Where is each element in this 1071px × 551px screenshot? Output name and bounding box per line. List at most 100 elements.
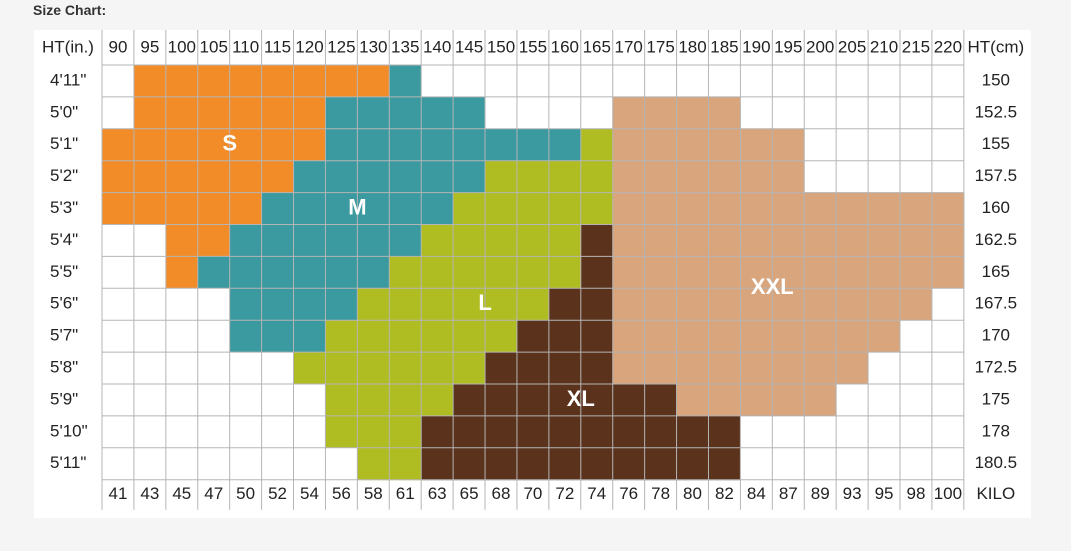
cell-empty [900,96,933,130]
cell-xxl [708,320,741,353]
cell-l [485,224,518,257]
kilo-tick-label: 58 [364,484,383,503]
cell-xxl [612,320,646,353]
height-cm-label: 178 [982,421,1010,440]
cell-empty [931,384,965,417]
cell-xxl [708,352,741,385]
cell-l [421,352,454,385]
cell-m [389,96,422,130]
cell-s [293,65,326,98]
cell-empty [548,65,582,98]
cell-l [548,192,582,225]
cell-m [389,65,422,98]
cell-s [197,192,231,225]
size-chart: HT(in.) HT(cm) KILO 90 95 100 105 110 115 120 125 1… [34,30,1031,518]
cell-xxl [804,224,837,257]
cell-m [261,288,295,321]
cell-empty [133,256,167,289]
cell-empty [868,384,901,417]
cell-empty [485,96,518,130]
cell-empty [772,65,805,98]
cell-xxl [676,352,709,385]
cell-empty [325,447,358,481]
cell-l [389,256,422,289]
cell-xxl [708,128,741,162]
height-cm-label: 180.5 [975,453,1018,472]
cell-xxl [740,288,773,321]
kilo-tick-label: 43 [140,484,159,503]
cell-m [325,192,358,225]
kilo-tick-label: 61 [396,484,415,503]
kilo-tick-label: 76 [619,484,638,503]
lbs-tick-label: 110 [232,37,259,56]
cell-m [261,256,295,289]
height-cm-label: 152.5 [975,102,1018,121]
cell-xxl [868,224,901,257]
cell-empty [644,65,678,98]
cell-xxl [644,224,678,257]
cell-empty [931,128,965,162]
cell-xxl [612,288,646,321]
cell-empty [165,352,199,385]
cell-xl [548,384,582,417]
cell-s [165,160,199,194]
cell-m [421,192,454,225]
cell-empty [931,320,965,353]
lbs-tick-label: 100 [168,37,196,56]
cell-xxl [612,160,646,194]
cell-xxl [931,192,965,225]
cell-empty [772,96,805,130]
zone-label-l: L [478,290,491,315]
lbs-tick-label: 130 [359,37,387,56]
zone-label-m: M [348,194,366,219]
height-in-label: 5'8" [50,358,78,377]
cell-empty [197,288,231,321]
lbs-tick-label: 190 [742,37,770,56]
kilo-tick-label: 54 [300,484,319,503]
cell-s [133,192,167,225]
cell-l [357,288,390,321]
cell-m [293,320,326,353]
cell-xl [485,384,518,417]
cell-m [421,96,454,130]
cell-xxl [612,96,646,130]
cell-s [229,96,263,130]
kilo-tick-label: 78 [651,484,670,503]
cell-s [102,160,135,194]
cell-xxl [804,256,837,289]
cell-xl [612,384,646,417]
cell-l [580,128,614,162]
cell-empty [868,65,901,98]
cell-empty [931,447,965,481]
cell-xxl [740,320,773,353]
cell-l [485,288,518,321]
cell-l [389,415,422,449]
cell-xxl [708,224,741,257]
cell-empty [931,352,965,385]
cell-s [261,160,295,194]
cell-xxl [772,320,805,353]
cell-empty [836,415,869,449]
cell-empty [900,352,933,385]
cell-xxl [740,192,773,225]
cell-xxl [612,352,646,385]
cell-xxl [708,256,741,289]
cell-xl [580,320,614,353]
kilo-tick-label: 100 [934,484,962,503]
cell-xxl [644,288,678,321]
cell-empty [453,65,486,98]
cell-l [485,160,518,194]
cell-m [389,192,422,225]
cell-l [293,352,326,385]
cell-xxl [868,192,901,225]
cell-l [389,447,422,481]
cell-xxl [708,384,741,417]
cell-xl [485,447,518,481]
cell-l [453,288,486,321]
cell-xxl [772,192,805,225]
cell-m [357,192,390,225]
cell-xxl [868,320,901,353]
cell-empty [836,160,869,194]
cell-xxl [644,160,678,194]
lbs-tick-label: 210 [870,37,898,56]
